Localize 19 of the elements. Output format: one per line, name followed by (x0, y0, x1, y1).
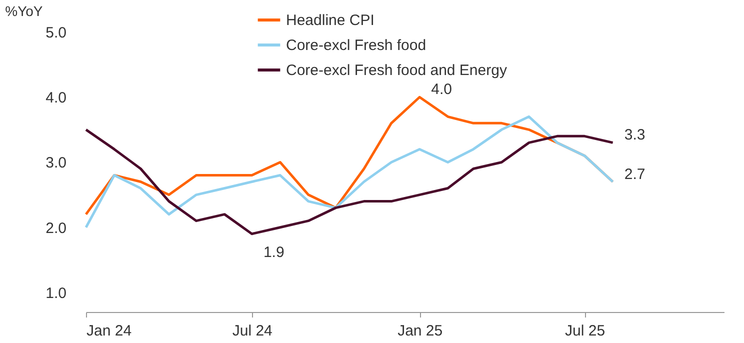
y-tick-label: 3.0 (46, 154, 66, 172)
x-tick-label: Jul 25 (565, 322, 606, 340)
x-tick-label: Jan 25 (398, 322, 443, 340)
y-tick-label: 4.0 (46, 90, 66, 107)
x-tick-label: Jul 24 (232, 322, 272, 340)
annotation: 3.3 (624, 126, 646, 144)
y-axis-title: %YoY (5, 3, 44, 19)
line-series (84, 115, 614, 229)
y-tick-label: 2.0 (46, 220, 66, 237)
annotation: 1.9 (263, 244, 284, 261)
legend-label: Core-excl Fresh food (286, 37, 426, 54)
legend-label: Headline CPI (286, 12, 374, 29)
y-tick-label: 5.0 (46, 24, 66, 42)
annotation: 4.0 (431, 81, 452, 98)
line-series (84, 128, 614, 236)
legend-label: Core-excl Fresh food and Energy (286, 62, 508, 79)
x-tick-label: Jan 24 (86, 322, 132, 340)
annotation: 2.7 (624, 166, 646, 183)
y-tick-label: 1.0 (46, 284, 66, 302)
